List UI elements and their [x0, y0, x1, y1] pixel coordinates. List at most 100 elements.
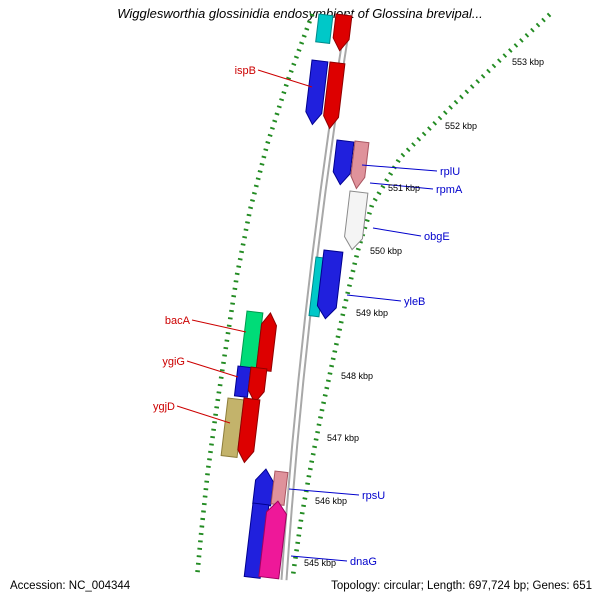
tick-dot	[251, 191, 257, 195]
tick-dot	[306, 474, 312, 478]
tick-dot	[508, 48, 513, 53]
tick-dot	[196, 555, 202, 558]
tick-dot	[295, 541, 301, 545]
tick-dot	[469, 84, 475, 89]
tick-dot	[291, 563, 297, 567]
tick-dot	[230, 302, 236, 305]
tick-dot	[432, 121, 437, 126]
tick-dot	[269, 126, 275, 130]
tick-dot	[318, 416, 323, 419]
ruler-label: 550 kbp	[370, 246, 402, 256]
gene-label-bacA[interactable]: bacA	[165, 315, 191, 327]
tick-dot	[288, 69, 294, 73]
tick-dot	[321, 401, 327, 405]
tick-dot	[205, 473, 210, 476]
tick-dot	[299, 511, 305, 515]
gene-label-dnaG[interactable]: dnaG	[350, 556, 377, 568]
tick-dot	[364, 218, 370, 223]
tick-dot	[459, 94, 464, 100]
gene-bacA-red[interactable]	[255, 311, 278, 372]
gene-ispB-blue[interactable]	[304, 59, 329, 126]
tick-dot	[257, 169, 263, 174]
tick-dot	[530, 27, 535, 33]
tick-dot	[299, 41, 305, 45]
gene-ispB-red[interactable]	[322, 61, 346, 130]
gene-label-ispB[interactable]: ispB	[235, 65, 256, 77]
gene-ygiG-red[interactable]	[247, 366, 268, 404]
callout-line-rpsU	[288, 488, 360, 496]
tick-dot	[217, 383, 223, 387]
tick-dot	[208, 450, 213, 454]
gene-label-ygiG[interactable]: ygiG	[162, 356, 185, 368]
tick-dot	[319, 408, 325, 412]
tick-dot	[296, 48, 302, 52]
gene-label-obgE[interactable]: obgE	[424, 231, 450, 243]
tick-dot	[248, 206, 254, 210]
gene-partial-gene-red-top[interactable]	[332, 13, 353, 52]
callout-line-obgE	[372, 227, 422, 237]
gene-partial-gene-cyan-top[interactable]	[315, 13, 334, 45]
tick-dot	[195, 562, 201, 565]
tick-dot	[197, 547, 203, 550]
tick-dot	[272, 119, 278, 123]
gene-rpsU-pink[interactable]	[270, 470, 289, 506]
tick-dot	[212, 420, 218, 424]
tick-dot	[250, 198, 255, 203]
gene-label-ygjD[interactable]: ygjD	[153, 401, 175, 413]
gene-label-rpsU[interactable]: rpsU	[362, 490, 385, 502]
gene-label-rpmA[interactable]: rpmA	[436, 184, 463, 196]
tick-dot	[524, 32, 530, 38]
ruler-label: 545 kbp	[304, 558, 336, 568]
tick-dot	[207, 458, 212, 461]
tick-dot	[294, 549, 300, 552]
tick-dot	[199, 525, 205, 528]
gene-dnaG[interactable]	[258, 500, 288, 580]
tick-dot	[491, 63, 497, 69]
gene-yleB[interactable]	[316, 249, 344, 320]
tick-dot	[297, 526, 303, 530]
tick-dot	[226, 324, 232, 328]
tick-dot	[486, 68, 491, 74]
gene-ygjD-red[interactable]	[236, 397, 261, 464]
tick-dot	[229, 309, 234, 313]
gene-label-yleB[interactable]: yleB	[404, 296, 425, 308]
tick-dot	[243, 228, 249, 232]
tick-dot	[209, 443, 214, 446]
tick-dot	[411, 142, 416, 147]
tick-dot	[312, 445, 318, 449]
tick-dot	[497, 58, 502, 64]
tick-dot	[343, 298, 349, 302]
tick-arc-left	[195, 13, 315, 573]
tick-dot	[205, 465, 211, 469]
callout-line-rplU	[361, 164, 438, 172]
tick-dot	[309, 13, 315, 17]
tick-dot	[195, 570, 200, 573]
tick-dot	[350, 269, 356, 273]
tick-dot	[304, 27, 310, 31]
tick-arc-right	[290, 12, 552, 574]
gene-ygiG[interactable]	[233, 365, 252, 398]
tick-dot	[255, 177, 261, 181]
gene-label-rplU[interactable]: rplU	[440, 166, 460, 178]
tick-dot	[291, 62, 297, 66]
tick-dot	[290, 571, 296, 574]
gene-rpmA-pink[interactable]	[349, 140, 370, 190]
tick-dot	[218, 376, 224, 379]
tick-dot	[201, 502, 207, 506]
gene-rplU[interactable]	[332, 139, 355, 186]
tick-dot	[263, 148, 269, 152]
tick-dot	[239, 250, 245, 254]
tick-dot	[535, 22, 541, 28]
tick-dot	[338, 320, 344, 324]
tick-dot	[237, 257, 243, 261]
topology-text: Topology: circular; Length: 697,724 bp; …	[331, 580, 592, 592]
tick-dot	[265, 140, 271, 145]
tick-dot	[384, 178, 390, 183]
tick-dot	[267, 133, 273, 138]
gene-dnaG-blue[interactable]	[243, 502, 270, 579]
callout-line-ispB	[257, 69, 313, 88]
gene-obgE[interactable]	[343, 190, 369, 251]
tick-dot	[274, 112, 280, 116]
